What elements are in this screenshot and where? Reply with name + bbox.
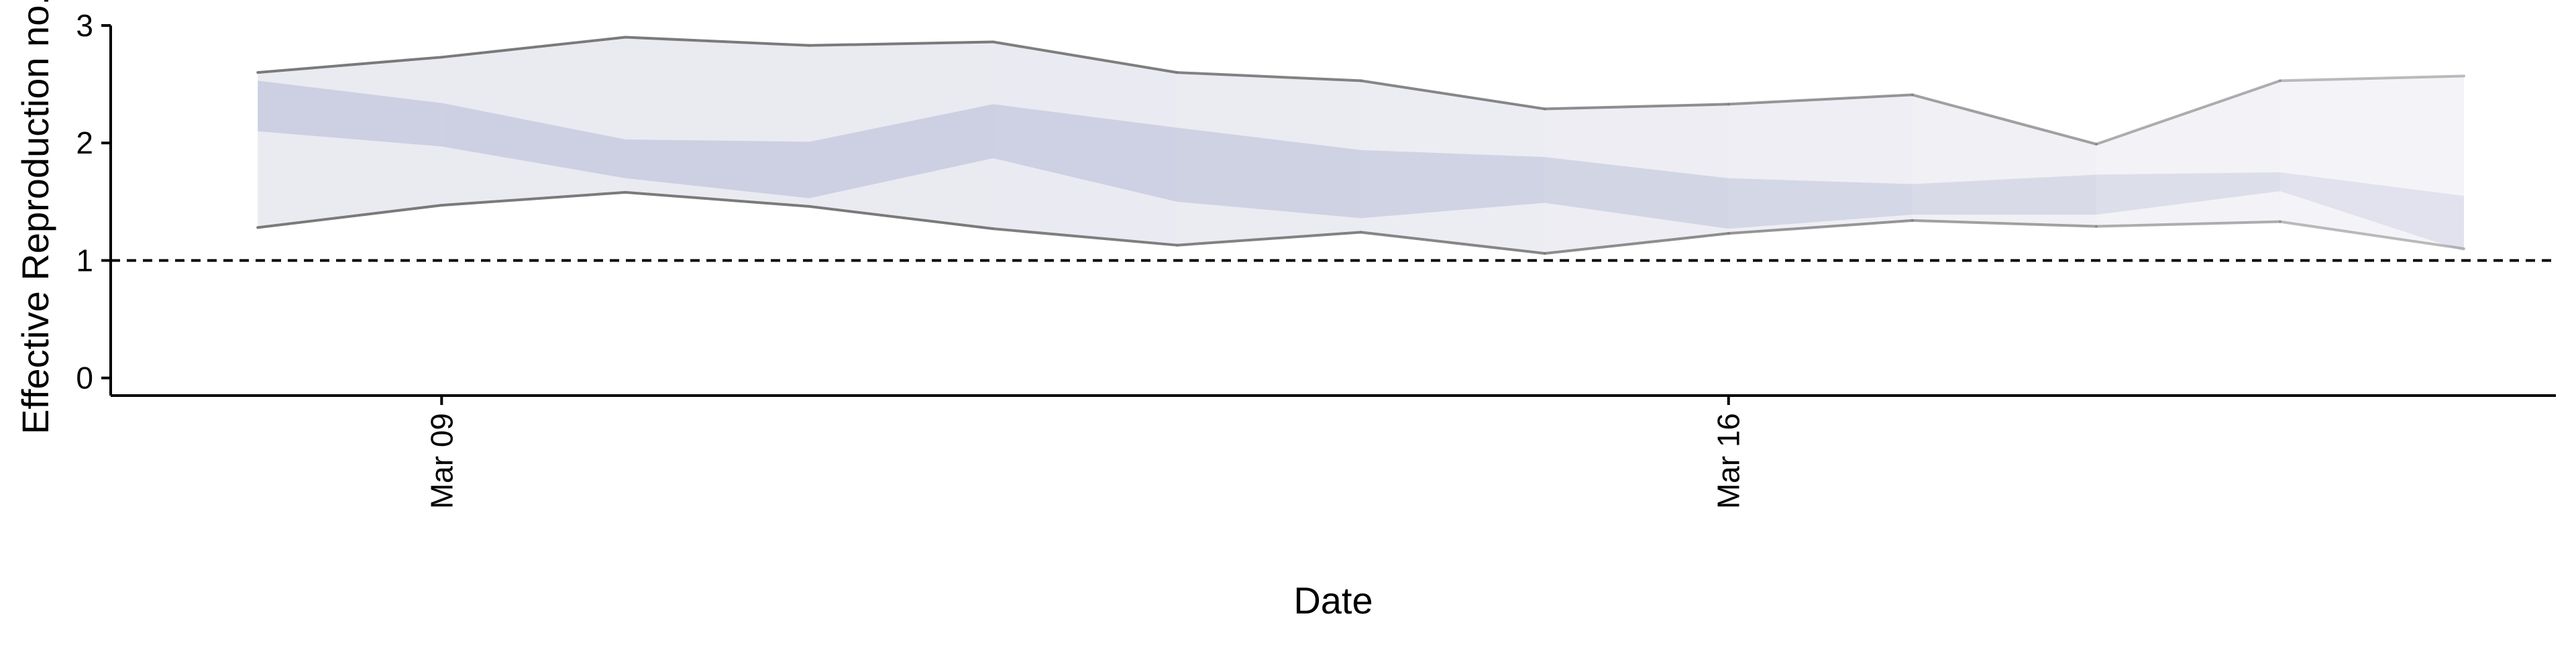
inner-band-segment <box>441 103 626 178</box>
upper-bound-line-segment <box>624 36 811 47</box>
inner-band-segment <box>1177 127 1361 219</box>
lower-bound-line-segment <box>1359 231 1546 255</box>
inner-band-segment <box>625 139 810 198</box>
upper-bound-line-segment <box>440 36 627 59</box>
x-tick-label: Mar 09 <box>424 413 459 509</box>
y-tick-label: 1 <box>76 243 93 278</box>
lower-bound-line-segment <box>1175 231 1362 247</box>
upper-bound-line-segment <box>808 40 995 47</box>
inner-band-segment <box>1544 157 1729 229</box>
upper-bound-line-segment <box>2278 74 2465 82</box>
upper-bound-line-segment <box>1175 71 1362 82</box>
x-axis-label: Date <box>1293 579 1373 622</box>
y-tick-label: 2 <box>76 125 93 160</box>
lower-bound-line-segment <box>440 190 627 207</box>
inner-band-segment <box>993 104 1177 202</box>
lower-bound-line-segment <box>808 204 995 231</box>
upper-bound-line-segment <box>1543 103 1730 111</box>
lower-bound-line-segment <box>1911 219 2098 228</box>
upper-bound-line-segment <box>1911 93 2098 145</box>
inner-band-segment <box>1360 150 1545 219</box>
lower-bound-line-segment <box>2094 220 2282 228</box>
inner-band-segment <box>2096 172 2280 215</box>
inner-interval-bands <box>258 80 2464 251</box>
interval-bound-lines <box>256 36 2465 255</box>
lower-bound-line-segment <box>624 190 811 208</box>
upper-bound-line-segment <box>991 40 1179 74</box>
y-axis-label: Effective Reproduction no. <box>14 0 56 434</box>
y-tick-label: 0 <box>76 361 93 396</box>
inner-band-segment <box>1728 178 1913 229</box>
x-axis-ticks: Mar 09 Mar 16 <box>424 396 1746 509</box>
x-tick-label: Mar 16 <box>1711 413 1746 509</box>
upper-bound-line-segment <box>1359 79 1546 111</box>
inner-band-segment <box>809 104 994 198</box>
lower-bound-line-segment <box>991 227 1179 247</box>
lower-bound-line-segment <box>1543 232 1730 255</box>
upper-bound-line-segment <box>256 56 443 74</box>
y-axis-ticks: 0 1 2 3 <box>76 8 111 396</box>
inner-band-segment <box>1912 174 2096 215</box>
y-tick-label: 3 <box>76 8 93 43</box>
inner-band-segment <box>2279 172 2464 251</box>
inner-band-segment <box>258 80 442 147</box>
lower-bound-line-segment <box>2278 220 2465 250</box>
outer-band-segment <box>2279 76 2464 249</box>
upper-bound-line-segment <box>2094 79 2282 145</box>
lower-bound-line-segment <box>256 204 443 229</box>
lower-bound-line-segment <box>1727 219 1914 235</box>
upper-bound-line-segment <box>1727 93 1914 106</box>
